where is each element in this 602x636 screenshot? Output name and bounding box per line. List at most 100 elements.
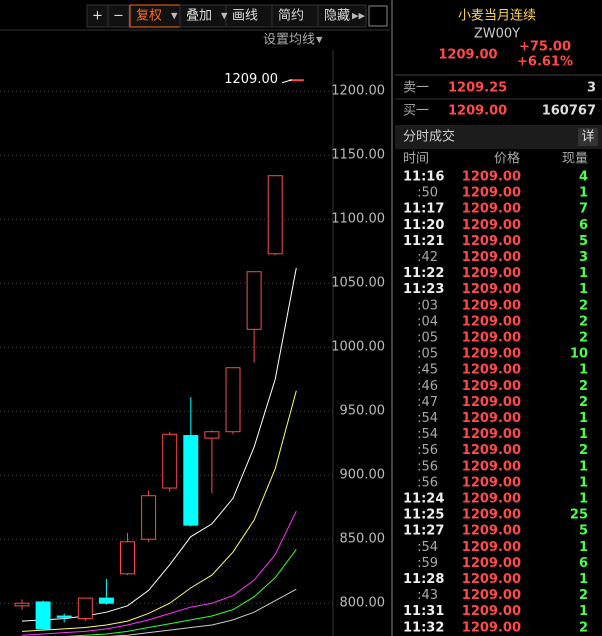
trade-time: :54 [417, 540, 438, 555]
trade-volume: 1 [579, 266, 588, 281]
trade-time: 11:31 [403, 604, 444, 619]
toolbar-caret: ▾ [171, 9, 178, 24]
candle-body [225, 367, 241, 433]
trade-volume: 2 [579, 298, 588, 313]
candle-body [141, 495, 157, 540]
trades-title: 分时成交 [403, 129, 455, 145]
y-tick-label: 850.00 [340, 532, 386, 547]
last-price-pointer [281, 79, 293, 84]
trade-volume: 1 [579, 540, 588, 555]
fullscreen-button[interactable] [368, 5, 388, 27]
trade-volume: 4 [579, 170, 588, 185]
toolbar-label: + [92, 9, 103, 24]
trade-time: 11:25 [403, 508, 444, 523]
bid-volume: 160767 [542, 104, 596, 119]
trade-time: 11:28 [403, 572, 444, 587]
trade-time: :50 [417, 186, 438, 201]
trade-volume: 2 [579, 395, 588, 410]
trade-price: 1209.00 [462, 202, 521, 217]
trade-time: :54 [417, 411, 438, 426]
toolbar-caret: ▾ [221, 9, 228, 24]
y-tick-label: 1100.00 [331, 212, 385, 227]
trade-price: 1209.00 [462, 443, 521, 458]
trade-volume: 6 [579, 218, 588, 233]
trade-volume: 2 [579, 331, 588, 346]
candle-body [56, 615, 72, 618]
trade-price: 1209.00 [462, 540, 521, 555]
trade-volume: 2 [579, 588, 588, 603]
trade-price: 1209.00 [462, 411, 521, 426]
trade-volume: 1 [579, 411, 588, 426]
trade-volume: 25 [570, 508, 588, 523]
trade-time: :42 [417, 250, 438, 265]
detail-label: 详 [581, 130, 594, 145]
trade-time: :47 [417, 395, 438, 410]
trade-volume: 1 [579, 363, 588, 378]
y-tick-label: 1050.00 [331, 276, 385, 291]
toolbar-button[interactable] [107, 4, 130, 28]
y-tick-label: 800.00 [340, 596, 386, 611]
y-tick-label: 1200.00 [331, 84, 385, 99]
trade-volume: 1 [579, 492, 588, 507]
trade-time: 11:27 [403, 524, 444, 539]
chart: 800.00 850.00 900.00 950.00 1000.00 1050.00 11… [0, 72, 385, 636]
trade-time: :56 [417, 443, 438, 458]
ask-volume: 3 [587, 81, 596, 96]
candle-body [77, 597, 93, 620]
toolbar-label: 叠加 [186, 9, 212, 24]
toolbar-label: − [113, 9, 124, 24]
trade-price: 1209.00 [462, 250, 521, 265]
ma-setting-caret: ▾ [316, 33, 323, 48]
trade-price: 1209.00 [462, 427, 521, 442]
trade-time: 11:23 [403, 282, 444, 297]
trade-time: 11:17 [403, 202, 444, 217]
trade-time: :43 [417, 588, 438, 603]
trade-time: :56 [417, 459, 438, 474]
trade-volume: 1 [579, 604, 588, 619]
trades-header-bg [395, 125, 602, 149]
trade-time: 11:32 [403, 620, 444, 635]
trade-price: 1209.00 [462, 620, 521, 635]
trade-time: :04 [417, 314, 438, 329]
trade-volume: 1 [579, 475, 588, 490]
candle-body [120, 541, 135, 575]
candle-body [246, 271, 262, 330]
trade-price: 1209.00 [462, 604, 521, 619]
trade-time: 11:21 [403, 234, 444, 249]
trade-price: 1209.00 [462, 572, 521, 587]
detail-button[interactable] [578, 128, 598, 146]
trade-price: 1209.00 [462, 556, 521, 571]
trade-volume: 1 [579, 282, 588, 297]
trade-volume: 2 [579, 443, 588, 458]
bid-price: 1209.00 [448, 104, 507, 119]
trade-price: 1209.00 [462, 314, 521, 329]
toolbar-label: 画线 [232, 9, 258, 24]
trade-volume: 10 [570, 347, 588, 362]
ask-price: 1209.25 [448, 81, 507, 96]
ask-label: 卖一 [403, 81, 429, 96]
instrument-name: 小麦当月连续 [458, 8, 536, 24]
toolbar-label: 复权 [136, 8, 162, 24]
toolbar-button[interactable] [317, 4, 367, 28]
toolbar: + − 复权 叠加 画线 简约 隐藏 ▾ ▾ ▸▸ [86, 4, 388, 28]
ma-line [21, 510, 297, 636]
candle-body [267, 175, 283, 255]
trade-volume: 1 [579, 459, 588, 474]
y-tick-label: 1000.00 [331, 340, 385, 355]
col-header: 时间 [403, 152, 429, 167]
trade-volume: 6 [579, 556, 588, 571]
candle-body [14, 602, 30, 607]
trade-price: 1209.00 [462, 459, 521, 474]
trade-volume: 2 [579, 379, 588, 394]
trade-time: :59 [417, 556, 438, 571]
instrument-code: ZW00Y [474, 27, 520, 42]
trade-time: :46 [417, 379, 438, 394]
trade-volume: 7 [579, 202, 588, 217]
ma-line [64, 549, 297, 636]
y-tick-label: 1150.00 [331, 148, 385, 163]
trade-price: 1209.00 [462, 347, 521, 362]
trade-volume: 1 [579, 186, 588, 201]
toolbar-label: 简约 [278, 8, 304, 24]
ma-setting[interactable]: 设置均线 [263, 33, 315, 48]
toolbar-caret: ▸▸ [352, 9, 366, 24]
